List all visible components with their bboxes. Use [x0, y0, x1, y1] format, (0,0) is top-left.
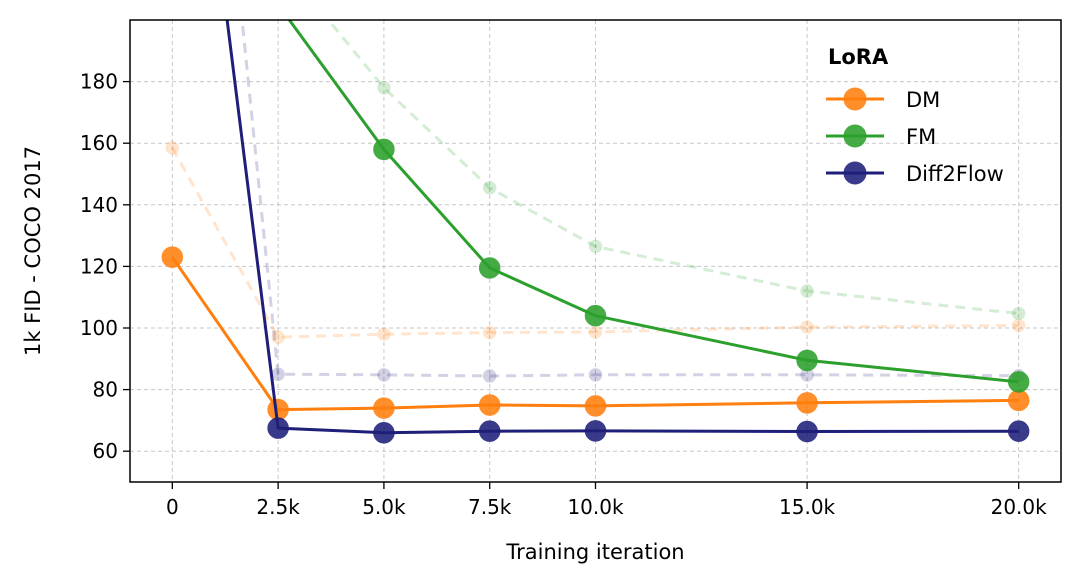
x-tick-label: 15.0k	[779, 495, 836, 519]
legend-entry-DM: DM	[826, 87, 940, 112]
faded-data-point	[271, 330, 285, 344]
x-tick-label: 7.5k	[468, 495, 512, 519]
faded-data-point	[165, 141, 180, 155]
grid-lines	[130, 20, 1061, 482]
data-point	[478, 394, 501, 416]
x-tick-label: 2.5k	[256, 495, 300, 519]
legend-marker	[843, 124, 867, 148]
legend-label: Diff2Flow	[906, 162, 1004, 186]
data-point	[373, 138, 395, 161]
axes: 0 2.5k 5.0k 7.5k 10.0k 15.0k 20.0k 60 80 100 120 14…	[80, 70, 1047, 519]
legend-entry-Diff2Flow: Diff2Flow	[826, 161, 1004, 186]
faded-data-point	[588, 368, 603, 382]
faded-data-point	[800, 320, 814, 334]
data-point	[1007, 420, 1030, 442]
data-point	[267, 417, 289, 439]
data-point	[478, 257, 501, 279]
y-tick-label: 140	[80, 193, 118, 217]
y-tick-label: 60	[93, 439, 118, 463]
x-tick-label: 5.0k	[362, 495, 406, 519]
y-tick-label: 80	[93, 378, 118, 402]
x-tick-label: 20.0k	[991, 495, 1048, 519]
x-axis-label: Training iteration	[505, 540, 684, 564]
x-tick-label: 0	[166, 495, 179, 519]
legend-marker	[843, 161, 867, 185]
faded-data-point	[1011, 306, 1026, 321]
x-tick-label: 10.0k	[567, 495, 624, 519]
data-point	[161, 246, 184, 268]
data-point	[373, 397, 395, 419]
data-point	[796, 392, 818, 414]
faded-data-point	[588, 239, 603, 254]
data-point	[584, 420, 607, 442]
data-point	[796, 420, 818, 443]
series-FM	[287, 20, 1030, 393]
data-point	[1007, 389, 1030, 412]
faded-series-line	[240, 20, 1019, 378]
faded-series-3	[165, 141, 1026, 344]
data-point	[373, 421, 395, 444]
legend-label: DM	[906, 88, 940, 112]
legend: LoRA DM FM Diff2Flow	[826, 45, 1004, 186]
series-Diff2Flow	[225, 20, 1030, 444]
y-tick-label: 100	[80, 316, 118, 340]
faded-data-point	[377, 81, 391, 95]
legend-label: FM	[906, 125, 936, 149]
faded-series-4	[326, 20, 1026, 321]
data-point	[1007, 371, 1030, 393]
faded-data-point	[482, 181, 497, 195]
series-lines	[161, 20, 1030, 444]
y-tick-label: 120	[80, 254, 118, 278]
faded-data-point	[271, 367, 285, 381]
faded-data-point	[1011, 318, 1026, 333]
faded-data-point	[377, 368, 391, 382]
faded-series-line	[170, 147, 1019, 339]
y-axis-label: 1k FID - COCO 2017	[21, 146, 45, 356]
data-point	[796, 349, 818, 372]
y-tick-label: 180	[80, 70, 118, 94]
legend-entry-FM: FM	[826, 124, 936, 149]
faded-data-point	[800, 284, 814, 298]
legend-marker	[843, 87, 867, 111]
faded-data-point	[482, 369, 497, 383]
faded-data-point	[588, 325, 603, 339]
faded-data-point	[482, 325, 497, 340]
data-point	[584, 304, 607, 327]
data-point	[584, 395, 607, 417]
series-line	[287, 20, 1019, 384]
data-point	[478, 420, 501, 442]
legend-title: LoRA	[828, 45, 889, 69]
series-DM	[161, 246, 1030, 421]
faded-series-line	[326, 20, 1019, 315]
y-tick-label: 160	[80, 131, 118, 155]
faded-data-point	[377, 327, 391, 341]
